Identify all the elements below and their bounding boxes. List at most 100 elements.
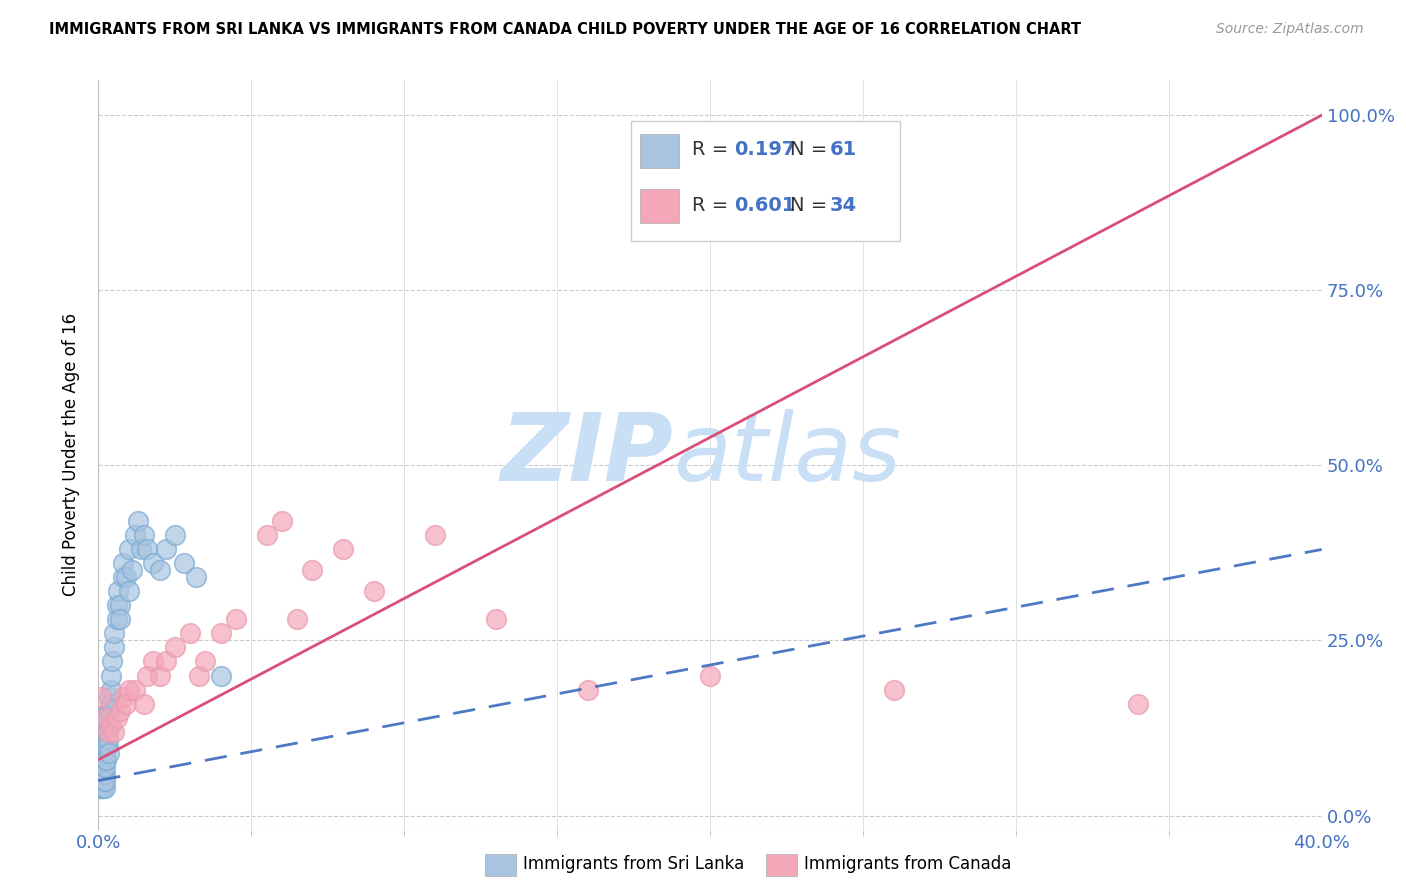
- Point: [91, 780, 114, 795]
- Point: [285, 612, 308, 626]
- Point: [163, 640, 186, 655]
- Point: [98, 690, 121, 704]
- Point: [89, 752, 111, 766]
- Point: [97, 724, 120, 739]
- Point: [118, 542, 141, 557]
- Point: [98, 704, 121, 718]
- Point: [97, 746, 120, 760]
- Point: [97, 724, 120, 739]
- Point: [129, 542, 152, 557]
- Point: [90, 773, 112, 788]
- Point: [89, 739, 111, 753]
- Point: [93, 752, 115, 766]
- Point: [179, 626, 201, 640]
- Text: R =: R =: [692, 140, 734, 160]
- Point: [91, 773, 114, 788]
- Point: [94, 752, 117, 766]
- Point: [699, 668, 721, 682]
- Point: [90, 690, 112, 704]
- Point: [90, 773, 112, 788]
- Point: [94, 759, 117, 773]
- Point: [94, 739, 117, 753]
- Text: 34: 34: [830, 196, 858, 215]
- Point: [108, 612, 131, 626]
- Point: [142, 557, 165, 571]
- Point: [100, 697, 122, 711]
- Point: [105, 710, 128, 724]
- Point: [115, 570, 138, 584]
- Point: [87, 724, 110, 739]
- Point: [89, 766, 111, 780]
- Point: [118, 682, 141, 697]
- Point: [124, 528, 146, 542]
- Point: [93, 710, 115, 724]
- Point: [100, 668, 122, 682]
- Point: [576, 682, 599, 697]
- Text: Immigrants from Canada: Immigrants from Canada: [804, 855, 1011, 873]
- Point: [97, 710, 120, 724]
- Point: [136, 668, 159, 682]
- Point: [94, 746, 117, 760]
- Point: [111, 690, 134, 704]
- Text: R =: R =: [692, 196, 734, 215]
- Point: [103, 640, 125, 655]
- Point: [225, 612, 247, 626]
- Text: 0.601: 0.601: [734, 196, 796, 215]
- Point: [93, 780, 115, 795]
- Point: [1128, 697, 1150, 711]
- Point: [108, 599, 131, 613]
- Point: [105, 599, 128, 613]
- Point: [883, 682, 905, 697]
- Point: [103, 626, 125, 640]
- Point: [90, 759, 112, 773]
- Text: IMMIGRANTS FROM SRI LANKA VS IMMIGRANTS FROM CANADA CHILD POVERTY UNDER THE AGE : IMMIGRANTS FROM SRI LANKA VS IMMIGRANTS …: [49, 22, 1081, 37]
- Text: 0.197: 0.197: [734, 140, 796, 160]
- Point: [149, 668, 172, 682]
- Point: [188, 668, 211, 682]
- Point: [136, 542, 159, 557]
- Point: [90, 780, 112, 795]
- Point: [301, 564, 323, 578]
- Point: [108, 704, 131, 718]
- Point: [107, 584, 129, 599]
- Point: [90, 780, 112, 795]
- Point: [485, 612, 508, 626]
- Point: [155, 655, 177, 669]
- Point: [111, 570, 134, 584]
- Point: [127, 515, 149, 529]
- Text: N =: N =: [790, 196, 832, 215]
- Point: [363, 584, 385, 599]
- FancyBboxPatch shape: [640, 189, 679, 223]
- Point: [121, 564, 143, 578]
- Point: [111, 557, 134, 571]
- Point: [423, 528, 446, 542]
- Text: Immigrants from Sri Lanka: Immigrants from Sri Lanka: [523, 855, 744, 873]
- Point: [163, 528, 186, 542]
- Point: [91, 773, 114, 788]
- Point: [91, 780, 114, 795]
- Point: [97, 731, 120, 746]
- Text: 61: 61: [830, 140, 858, 160]
- Point: [89, 710, 111, 724]
- Point: [332, 542, 354, 557]
- Point: [134, 697, 156, 711]
- Point: [103, 724, 125, 739]
- Point: [270, 515, 292, 529]
- Point: [186, 570, 208, 584]
- Point: [134, 528, 156, 542]
- FancyBboxPatch shape: [630, 121, 900, 242]
- Point: [155, 542, 177, 557]
- Point: [105, 612, 128, 626]
- Point: [101, 655, 124, 669]
- Point: [97, 739, 120, 753]
- Text: atlas: atlas: [673, 409, 901, 500]
- Point: [115, 697, 138, 711]
- Point: [256, 528, 278, 542]
- Point: [93, 773, 115, 788]
- Point: [100, 682, 122, 697]
- Text: N =: N =: [790, 140, 832, 160]
- Point: [100, 717, 122, 731]
- FancyBboxPatch shape: [640, 134, 679, 168]
- Point: [124, 682, 146, 697]
- Point: [209, 668, 232, 682]
